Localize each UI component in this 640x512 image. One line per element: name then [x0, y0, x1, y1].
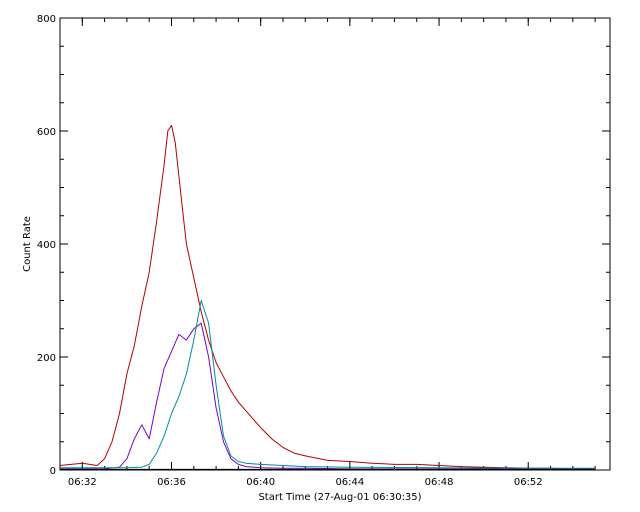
x-axis: 06:32 06:36 06:40 06:44 06:48 06:52: [59, 18, 596, 488]
y-tick-label: 200: [37, 353, 56, 364]
y-tick-label: 400: [37, 240, 56, 251]
y-tick-label: 0: [50, 466, 56, 477]
x-axis-title: Start Time (27-Aug-01 06:30:35): [258, 492, 421, 503]
plot-area: [59, 124, 596, 470]
x-tick-label: 06:40: [246, 477, 275, 488]
series-line-1: [60, 322, 596, 470]
x-tick-label: 06:48: [425, 477, 454, 488]
y-tick-label: 600: [37, 127, 56, 138]
y-axis: 0 200 400 600 800: [37, 14, 610, 477]
series-line-2: [60, 300, 596, 469]
plot-frame: [59, 17, 611, 471]
x-tick-label: 06:44: [335, 477, 364, 488]
y-tick-label: 800: [37, 14, 56, 25]
x-tick-label: 06:36: [157, 477, 186, 488]
y-axis-title: Count Rate: [22, 216, 33, 272]
series-line-0: [59, 124, 596, 470]
x-tick-label: 06:32: [68, 477, 97, 488]
x-tick-label: 06:52: [514, 477, 543, 488]
